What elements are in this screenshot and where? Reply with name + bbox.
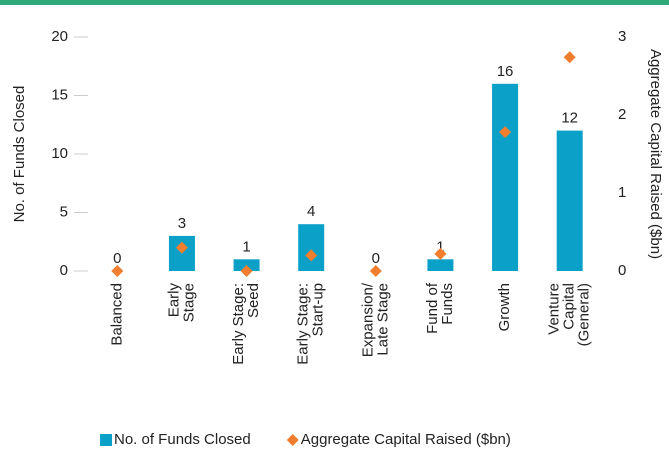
y-tick-label: 10: [51, 145, 68, 162]
x-tick-label: Early Stage:Start-up: [295, 283, 327, 365]
legend-label: No. of Funds Closed: [114, 431, 251, 448]
diamond-marker: [563, 51, 576, 64]
bar-value-label: 1: [436, 238, 444, 255]
bar-value-label: 4: [307, 203, 315, 220]
diamond-marker: [499, 126, 512, 139]
x-tick-label: Expansion/Late Stage: [359, 282, 391, 357]
diamond-marker: [175, 241, 188, 254]
x-tick-label: Balanced: [108, 283, 125, 346]
diamond-marker: [369, 265, 382, 277]
diamond-marker: [434, 247, 447, 260]
y-tick-label: 20: [51, 28, 68, 45]
y-tick-label: 0: [60, 262, 68, 279]
y2-tick-label: 0: [618, 262, 626, 279]
bar-value-label: 16: [497, 63, 514, 80]
bar-value-label: 12: [561, 110, 578, 127]
x-tick-label: Fund ofFunds: [424, 282, 456, 334]
y-axis-title: No. of Funds Closed: [11, 86, 28, 223]
bar-value-label: 1: [242, 238, 250, 255]
bar: [492, 83, 519, 271]
bar: [427, 259, 454, 271]
y2-tick-label: 2: [618, 106, 626, 123]
legend-swatch: [286, 434, 299, 446]
y-tick-label: 5: [60, 203, 68, 220]
bar: [556, 130, 583, 271]
legend-swatch: [100, 434, 112, 446]
bar: [298, 224, 325, 271]
bar-value-label: 0: [113, 250, 121, 267]
bar-value-label: 3: [178, 215, 186, 232]
x-tick-label: Growth: [496, 283, 513, 331]
x-tick-label: EarlyStage: [165, 283, 197, 323]
x-tick-label: Early Stage:Seed: [230, 283, 262, 365]
diamond-marker: [240, 265, 253, 277]
y2-tick-label: 1: [618, 184, 626, 201]
top-band: [0, 0, 669, 5]
y2-axis-title: Aggregate Capital Raised ($bn): [647, 49, 664, 259]
legend-label: Aggregate Capital Raised ($bn): [301, 431, 511, 448]
y-tick-label: 15: [51, 86, 68, 103]
x-tick-label: VentureCapital(General): [546, 283, 593, 346]
diamond-marker: [305, 249, 318, 262]
diamond-marker: [111, 265, 124, 277]
y2-tick-label: 3: [618, 28, 626, 45]
bar-value-label: 0: [372, 250, 380, 267]
